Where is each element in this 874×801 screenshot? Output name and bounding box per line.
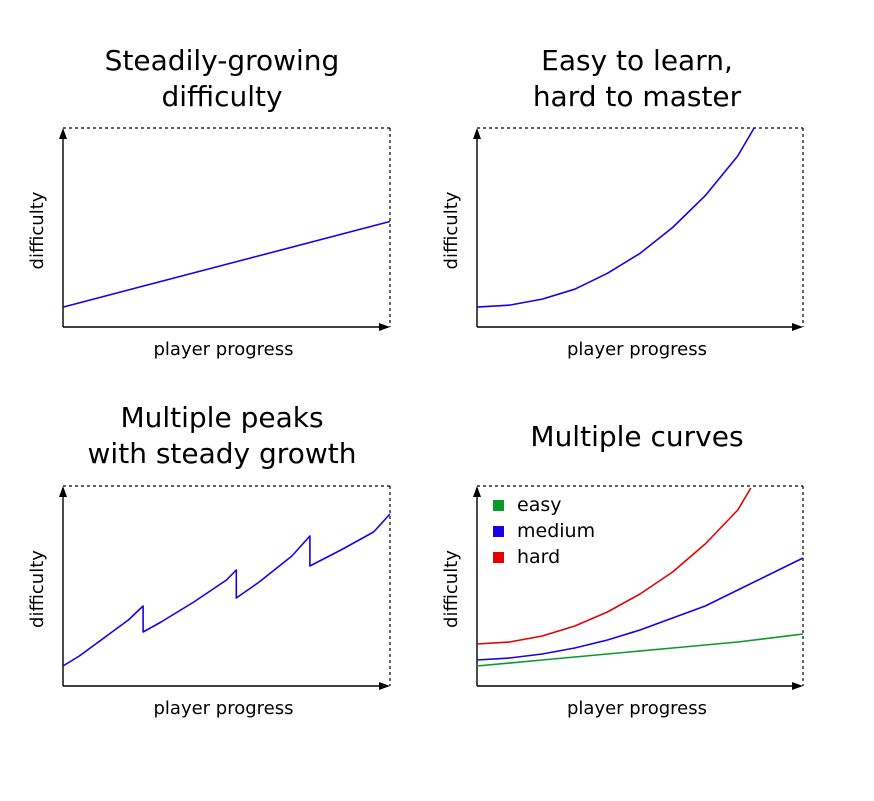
y-axis-label: difficulty [27,191,48,269]
x-axis-arrow-icon [792,323,803,331]
chart-title: difficulty [161,80,282,113]
series-line-1 [62,220,391,308]
series-line-1 [476,127,755,308]
x-axis-label: player progress [153,698,293,719]
legend: easy medium hard [493,494,595,568]
legend-label-medium: medium [517,520,595,542]
series-line-1 [62,513,391,667]
y-axis-arrow-icon [59,128,67,139]
y-axis-arrow-icon [59,486,67,497]
legend-label-easy: easy [517,494,561,516]
legend-label-hard: hard [517,546,560,568]
chart-panel-2: Easy to learn,hard to master player progr… [441,44,804,360]
series-line-easy [476,633,804,667]
legend-swatch-medium [493,526,504,537]
y-axis-arrow-icon [473,486,481,497]
chart-panel-4: Multiple curves player progress difficulty… [441,420,804,719]
chart-title: hard to master [533,80,742,113]
y-axis-arrow-icon [473,128,481,139]
legend-swatch-easy [493,500,504,511]
y-axis-label: difficulty [441,191,462,269]
chart-title: Easy to learn, [541,44,733,77]
x-axis-label: player progress [567,698,707,719]
y-axis-label: difficulty [441,550,462,628]
chart-title: Multiple peaks [120,401,323,434]
chart-title: with steady growth [88,437,357,470]
x-axis-label: player progress [567,339,707,360]
x-axis-arrow-icon [379,682,390,690]
y-axis-label: difficulty [27,550,48,628]
series-line-hard [476,487,752,645]
chart-title: Steadily-growing [105,44,340,77]
x-axis-label: player progress [153,339,293,360]
x-axis-arrow-icon [792,682,803,690]
series-line-medium [476,557,804,661]
chart-title: Multiple curves [530,420,743,453]
legend-swatch-hard [493,552,504,563]
x-axis-arrow-icon [379,323,390,331]
